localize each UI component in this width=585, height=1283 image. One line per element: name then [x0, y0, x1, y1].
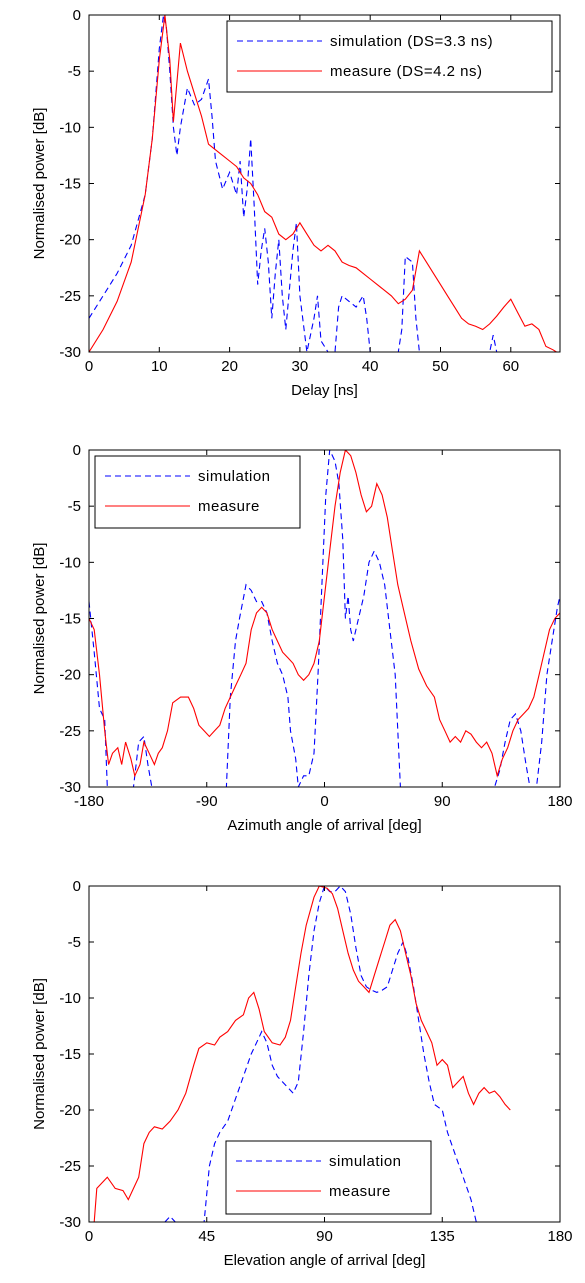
- y-tick-label: -5: [68, 63, 81, 80]
- x-tick-label: 30: [292, 358, 309, 375]
- y-tick-label: -20: [59, 1102, 81, 1119]
- x-tick-label: 135: [430, 1228, 455, 1245]
- y-tick-label: -15: [59, 176, 81, 193]
- y-tick-label: 0: [73, 442, 81, 459]
- legend-box: [95, 456, 300, 528]
- x-tick-label: 0: [85, 1228, 93, 1245]
- x-tick-label: 180: [547, 1228, 572, 1245]
- legend-entry-label: measure (DS=4.2 ns): [330, 63, 482, 80]
- x-tick-label: 40: [362, 358, 379, 375]
- y-tick-label: -30: [59, 779, 81, 796]
- x-tick-label: 0: [320, 793, 328, 810]
- y-tick-label: -5: [68, 498, 81, 515]
- x-tick-label: 0: [85, 358, 93, 375]
- legend-entry-label: simulation (DS=3.3 ns): [330, 33, 493, 50]
- legend-entry-label: simulation: [329, 1153, 402, 1170]
- legend: simulation (DS=3.3 ns) measure (DS=4.2 ns…: [227, 21, 552, 92]
- y-tick-label: -25: [59, 723, 81, 740]
- x-tick-label: 60: [502, 358, 519, 375]
- x-axis-label: Elevation angle of arrival [deg]: [224, 1252, 426, 1269]
- x-axis-label: Delay [ns]: [291, 382, 358, 399]
- y-tick-label: -20: [59, 667, 81, 684]
- y-tick-label: -20: [59, 232, 81, 249]
- y-tick-label: -10: [59, 554, 81, 571]
- x-tick-label: 45: [198, 1228, 215, 1245]
- y-tick-label: -25: [59, 288, 81, 305]
- y-tick-label: 0: [73, 7, 81, 24]
- x-tick-label: 90: [434, 793, 451, 810]
- y-tick-label: -10: [59, 990, 81, 1007]
- chart-1: 0 10 20 30 40 50 60 0 -5 -10 -15 -20 -25 -30 Delay [ns…: [31, 7, 560, 399]
- y-tick-label: -10: [59, 119, 81, 136]
- legend-entry-label: simulation: [198, 468, 271, 485]
- y-tick-label: -15: [59, 1046, 81, 1063]
- x-tick-label: -90: [196, 793, 218, 810]
- x-tick-label: 180: [547, 793, 572, 810]
- x-tick-label: 90: [316, 1228, 333, 1245]
- x-tick-label: 20: [221, 358, 238, 375]
- legend-entry-label: measure: [198, 498, 260, 515]
- legend: simulation measure: [226, 1141, 431, 1214]
- y-tick-label: -30: [59, 344, 81, 361]
- x-tick-label: 10: [151, 358, 168, 375]
- y-axis-label: Normalised power [dB]: [31, 108, 48, 260]
- chart-3: 0 45 90 135 180 0 -5 -10 -15 -20 -25 -30 Elevation a…: [31, 878, 573, 1269]
- y-axis-label: Normalised power [dB]: [31, 978, 48, 1130]
- y-tick-label: -25: [59, 1158, 81, 1175]
- y-axis-label: Normalised power [dB]: [31, 543, 48, 695]
- x-axis-label: Azimuth angle of arrival [deg]: [227, 817, 421, 834]
- legend-box: [226, 1141, 431, 1214]
- legend-box: [227, 21, 552, 92]
- y-tick-label: -15: [59, 611, 81, 628]
- legend-entry-label: measure: [329, 1183, 391, 1200]
- y-tick-label: -30: [59, 1214, 81, 1231]
- y-tick-label: -5: [68, 934, 81, 951]
- legend: simulation measure: [95, 456, 300, 528]
- y-tick-label: 0: [73, 878, 81, 895]
- x-tick-label: 50: [432, 358, 449, 375]
